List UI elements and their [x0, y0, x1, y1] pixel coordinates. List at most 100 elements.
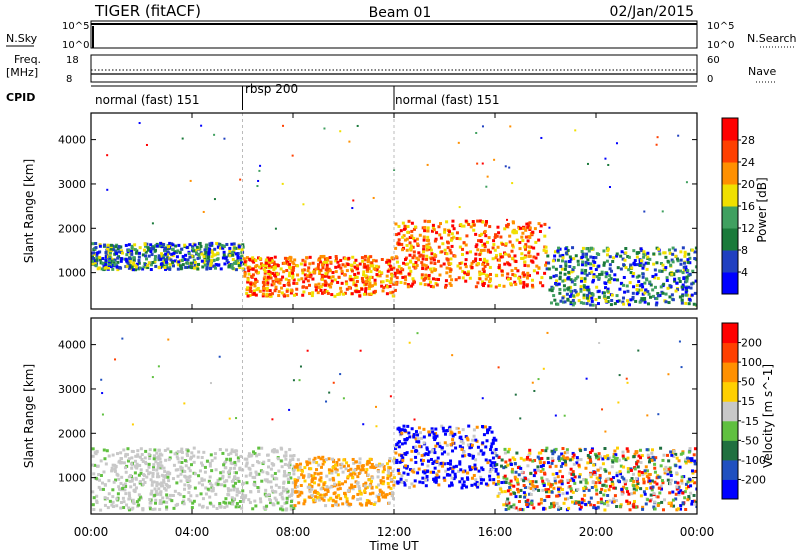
- data-cell: [446, 461, 450, 465]
- data-cell: [210, 469, 214, 473]
- data-cell: [185, 245, 189, 249]
- data-cell: [215, 241, 219, 245]
- data-cell: [125, 259, 129, 263]
- data-cell: [412, 445, 416, 449]
- data-cell: [673, 279, 677, 283]
- data-cell: [129, 485, 133, 489]
- data-cell: [137, 251, 141, 255]
- data-cell: [586, 293, 590, 297]
- data-cell: [127, 506, 131, 510]
- data-cell: [388, 264, 392, 268]
- data-cell: [265, 287, 269, 291]
- data-cell: [184, 464, 188, 468]
- data-cell: [301, 285, 305, 289]
- data-cell: [167, 458, 171, 462]
- data-cell: [151, 507, 155, 511]
- data-cell: [592, 256, 596, 260]
- colorbar-tick-label: 28: [741, 134, 755, 147]
- data-cell: [336, 280, 340, 284]
- data-cell: [583, 285, 587, 289]
- data-cell: [296, 466, 300, 470]
- data-cell: [402, 481, 406, 485]
- data-cell: [583, 279, 587, 283]
- data-cell: [517, 276, 521, 280]
- data-cell: [156, 463, 160, 467]
- colorbar-segment: [722, 323, 738, 344]
- data-cell: [122, 448, 126, 452]
- data-cell: [135, 262, 139, 266]
- data-cell: [287, 274, 291, 278]
- data-cell: [481, 162, 484, 165]
- data-cell: [292, 506, 296, 510]
- data-cell: [397, 426, 401, 430]
- data-cell: [542, 506, 546, 510]
- data-cell: [676, 481, 680, 485]
- data-cell: [245, 457, 249, 461]
- data-cell: [496, 472, 500, 476]
- data-cell: [156, 461, 160, 465]
- data-cell: [219, 267, 223, 271]
- data-cell: [662, 282, 666, 286]
- data-cell: [162, 478, 166, 482]
- data-cell: [308, 255, 312, 259]
- data-cell: [256, 256, 260, 260]
- data-cell: [642, 263, 646, 267]
- data-cell: [369, 284, 373, 288]
- data-cell: [242, 497, 246, 501]
- data-cell: [246, 278, 250, 282]
- data-cell: [358, 262, 362, 266]
- x-tick-label: 04:00: [175, 525, 210, 539]
- data-cell: [488, 277, 492, 281]
- data-cell: [536, 271, 540, 275]
- data-cell: [497, 455, 501, 459]
- data-cell: [449, 459, 453, 463]
- data-cell: [408, 486, 412, 490]
- data-cell: [381, 491, 385, 495]
- data-cell: [100, 267, 104, 271]
- data-cell: [509, 483, 513, 487]
- data-cell: [214, 263, 218, 267]
- data-cell: [215, 506, 219, 510]
- data-cell: [339, 266, 343, 270]
- data-cell: [510, 470, 514, 474]
- data-cell: [340, 271, 344, 275]
- data-cell: [554, 267, 558, 271]
- data-cell: [581, 252, 585, 256]
- data-cell: [653, 285, 657, 289]
- data-cell: [198, 469, 202, 473]
- data-cell: [262, 288, 266, 292]
- data-cell: [356, 264, 360, 268]
- data-cell: [619, 281, 623, 285]
- data-cell: [103, 243, 107, 247]
- data-cell: [317, 463, 321, 467]
- data-cell: [225, 448, 229, 452]
- data-cell: [639, 494, 643, 498]
- data-cell: [678, 340, 681, 343]
- data-cell: [500, 481, 504, 485]
- data-cell: [604, 430, 607, 433]
- data-cell: [354, 283, 358, 287]
- data-cell: [287, 480, 291, 484]
- data-cell: [599, 455, 603, 459]
- data-cell: [403, 429, 407, 433]
- data-cell: [248, 501, 252, 505]
- data-cell: [422, 427, 426, 431]
- data-cell: [585, 273, 589, 277]
- data-cell: [625, 499, 629, 503]
- data-cell: [604, 286, 608, 290]
- data-cell: [106, 243, 110, 247]
- data-cell: [547, 482, 551, 486]
- data-cell: [525, 222, 529, 226]
- data-cell: [369, 255, 373, 259]
- data-cell: [91, 454, 95, 458]
- data-cell: [306, 279, 310, 283]
- data-cell: [270, 256, 274, 260]
- data-cell: [259, 164, 262, 167]
- data-cell: [378, 462, 382, 466]
- data-cell: [591, 303, 595, 307]
- data-cell: [267, 270, 271, 274]
- data-cell: [395, 260, 399, 264]
- data-cell: [628, 508, 632, 512]
- data-cell: [164, 473, 168, 477]
- data-cell: [95, 499, 99, 503]
